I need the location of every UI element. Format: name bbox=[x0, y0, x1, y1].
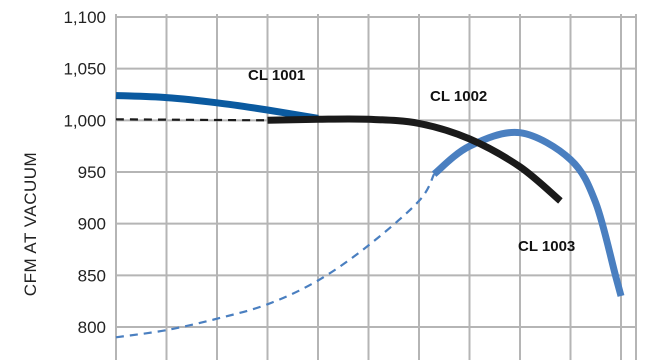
y-axis-ticks: 800 850 900 950 1,000 1,050 1,100 bbox=[63, 8, 106, 337]
y-tick-label: 1,000 bbox=[63, 111, 106, 130]
label-cl-1003: CL 1003 bbox=[518, 238, 575, 255]
series-cl-1003-solid bbox=[431, 128, 625, 297]
label-cl-1002: CL 1002 bbox=[430, 88, 487, 105]
series-cl-1001-solid bbox=[115, 92, 319, 122]
series-lines bbox=[115, 92, 625, 339]
series-cl-1003-dashed bbox=[115, 173, 436, 339]
plot-area bbox=[116, 14, 636, 360]
series-cl-1002-solid bbox=[267, 115, 563, 204]
y-tick-label: 1,050 bbox=[63, 60, 106, 79]
y-tick-label: 800 bbox=[78, 318, 106, 337]
y-tick-label: 950 bbox=[78, 163, 106, 182]
y-tick-label: 900 bbox=[78, 215, 106, 234]
label-cl-1001: CL 1001 bbox=[248, 67, 305, 84]
y-tick-label: 1,100 bbox=[63, 8, 106, 27]
series-cl-1002-dashed bbox=[115, 118, 268, 122]
y-tick-label: 850 bbox=[78, 266, 106, 285]
y-axis-label: CFM AT VACUUM bbox=[21, 152, 40, 296]
